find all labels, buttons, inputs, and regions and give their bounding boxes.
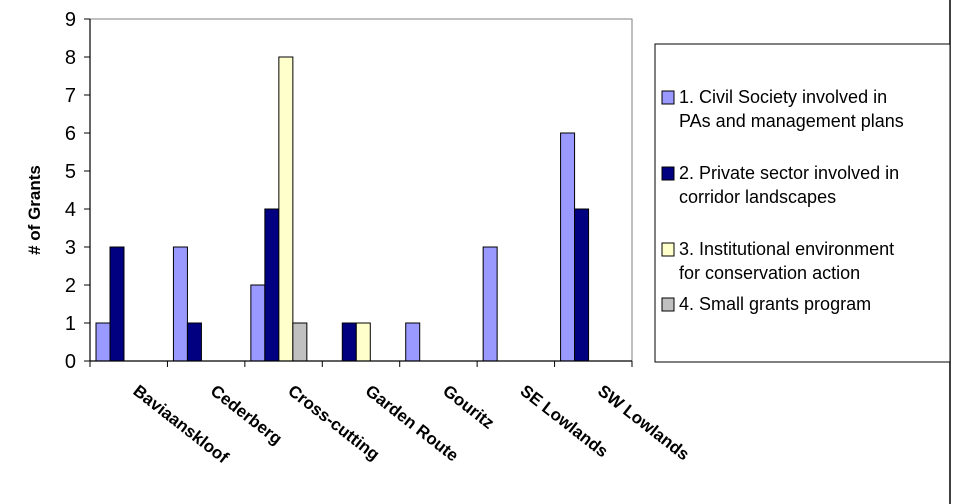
axes	[84, 18, 633, 367]
x-tick-labels: BaviaanskloofCederbergCross-cuttingGarde…	[130, 381, 693, 467]
bar	[172, 246, 188, 362]
bar	[482, 246, 498, 362]
y-tick-label: 4	[65, 199, 76, 221]
y-tick-label: 5	[65, 161, 76, 183]
bar	[292, 322, 308, 362]
y-tick-label: 2	[65, 275, 76, 297]
legend-label: PAs and management plans	[679, 111, 904, 131]
bar	[341, 322, 357, 362]
x-tick-label: Cederberg	[207, 381, 286, 448]
bar	[574, 208, 590, 362]
bar	[278, 56, 294, 362]
legend-box	[654, 43, 951, 363]
bar	[250, 284, 266, 362]
y-tick-label: 8	[65, 47, 76, 69]
y-tick-label: 3	[65, 237, 76, 259]
x-tick-label: Gouritz	[439, 381, 498, 433]
legend-swatch	[661, 166, 675, 181]
legend-swatch	[661, 242, 675, 257]
y-tick-labels: 0 1 2 3 4 5 6 7 8 9	[65, 9, 76, 373]
y-tick-label: 0	[65, 351, 76, 373]
bar	[355, 322, 371, 362]
bar	[405, 322, 421, 362]
legend-swatch	[661, 90, 675, 105]
legend-label: 4. Small grants program	[679, 294, 871, 314]
bar	[264, 208, 280, 362]
x-tick-label: SW Lowlands	[594, 381, 693, 464]
plot-area	[89, 18, 633, 362]
legend-label: for conservation action	[679, 263, 860, 283]
y-tick-label: 6	[65, 123, 76, 145]
legend-label: corridor landscapes	[679, 187, 836, 207]
y-axis-label: # of Grants	[25, 165, 44, 255]
plot-frame	[89, 18, 633, 362]
y-tick-label: 1	[65, 313, 76, 335]
bar	[186, 322, 202, 362]
legend-label: 2. Private sector involved in	[679, 163, 899, 183]
legend-swatch	[661, 297, 675, 312]
bar	[109, 246, 125, 362]
y-tick-label: 9	[65, 9, 76, 31]
y-tick-label: 7	[65, 85, 76, 107]
legend-label: 1. Civil Society involved in	[679, 87, 887, 107]
bars	[95, 56, 590, 362]
legend: 1. Civil Society involved in PAs and mana…	[654, 43, 951, 363]
legend-label: 3. Institutional environment	[679, 239, 894, 259]
bar	[95, 322, 111, 362]
bar	[560, 132, 576, 362]
